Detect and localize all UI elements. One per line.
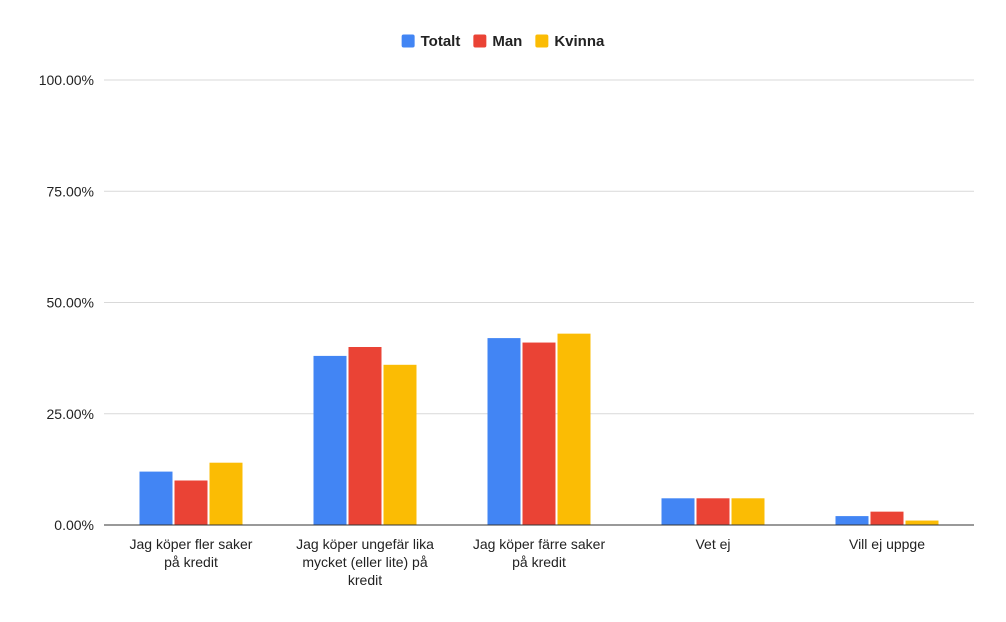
x-category-label: Jag köper ungefär lika mycket (eller lite…	[296, 536, 434, 588]
x-category-label: Vet ej	[695, 536, 730, 552]
bar-totalt-4	[835, 516, 869, 525]
legend-swatch-man	[473, 34, 487, 48]
legend-swatch-kvinna	[535, 34, 549, 48]
chart-legend: Totalt Man Kvinna	[401, 33, 605, 50]
bar-kvinna-2	[557, 333, 591, 525]
x-category-label: Jag köper fler saker på kredit	[130, 536, 253, 570]
bar-kvinna-4	[905, 520, 939, 525]
bar-man-2	[522, 342, 556, 525]
x-category-label: Vill ej uppge	[849, 536, 925, 552]
y-tick-label: 0.00%	[54, 517, 94, 533]
bar-kvinna-1	[383, 364, 417, 525]
bar-totalt-3	[661, 498, 695, 525]
y-tick-label: 25.00%	[47, 406, 94, 422]
legend-label-man: Man	[492, 33, 522, 50]
legend-swatch-totalt	[401, 34, 415, 48]
x-category-label: Jag köper färre saker på kredit	[473, 536, 606, 570]
bar-kvinna-3	[731, 498, 765, 525]
bar-man-1	[348, 347, 382, 525]
bar-man-4	[870, 511, 904, 525]
bar-totalt-0	[139, 471, 173, 525]
x-axis-categories: Jag köper fler saker på kredit Jag köper u…	[130, 536, 926, 588]
y-tick-label: 100.00%	[39, 72, 94, 88]
y-axis-ticks: 0.00% 25.00% 50.00% 75.00% 100.00%	[39, 72, 94, 533]
bar-man-0	[174, 480, 208, 525]
legend-label-totalt: Totalt	[421, 33, 461, 50]
bar-totalt-1	[313, 355, 347, 525]
bars	[139, 333, 939, 525]
legend-label-kvinna: Kvinna	[554, 33, 605, 50]
y-tick-label: 50.00%	[47, 295, 94, 311]
bar-kvinna-0	[209, 462, 243, 525]
bar-man-3	[696, 498, 730, 525]
y-tick-label: 75.00%	[47, 183, 94, 199]
bar-totalt-2	[487, 338, 521, 525]
